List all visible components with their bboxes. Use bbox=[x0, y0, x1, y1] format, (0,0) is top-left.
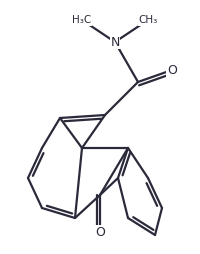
Text: O: O bbox=[167, 64, 177, 76]
Text: N: N bbox=[110, 36, 120, 49]
Text: CH₃: CH₃ bbox=[138, 15, 158, 25]
Text: H₃C: H₃C bbox=[72, 15, 92, 25]
Text: O: O bbox=[95, 226, 105, 239]
